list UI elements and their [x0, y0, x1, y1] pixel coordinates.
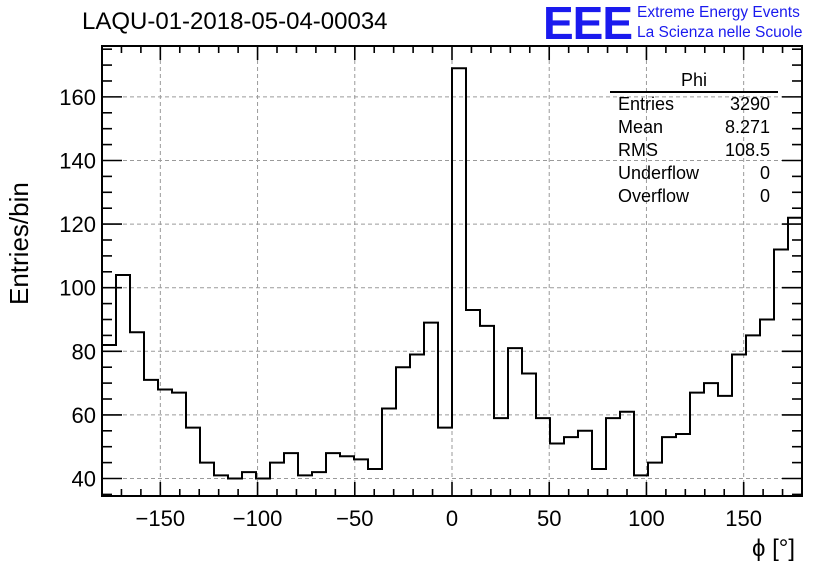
x-tick-label: 100: [628, 506, 665, 531]
plot-title: LAQU-01-2018-05-04-00034: [82, 8, 388, 35]
y-tick-label: 140: [59, 148, 96, 173]
stat-value: 8.271: [724, 117, 770, 137]
x-tick-label: 150: [725, 506, 762, 531]
y-tick-label: 160: [59, 85, 96, 110]
eee-logo: EEE: [543, 0, 633, 49]
stat-row-mean: Mean 8.271: [610, 116, 778, 139]
stat-label: Entries: [618, 94, 675, 114]
tick-labels: −150 −100 −50 0 50 100 150 40 60 80 100 120 140 160: [59, 85, 762, 531]
stat-label: Mean: [618, 117, 664, 137]
eee-tagline: Extreme Energy Events La Scienza nelle S…: [637, 3, 802, 43]
x-tick-label: 50: [537, 506, 561, 531]
stat-value: 0: [759, 163, 770, 183]
y-tick-label: 100: [59, 276, 96, 301]
x-tick-label: −150: [136, 506, 186, 531]
y-tick-label: 40: [72, 467, 96, 492]
stat-row-overflow: Overflow 0: [610, 185, 778, 208]
axis-ticks: [102, 46, 802, 496]
y-tick-label: 60: [72, 403, 96, 428]
stat-row-entries: Entries 3290: [610, 93, 778, 116]
stat-value: 108.5: [724, 140, 770, 160]
stat-row-rms: RMS 108.5: [610, 139, 778, 162]
y-tick-label: 120: [59, 212, 96, 237]
y-axis-label: Entries/bin: [4, 182, 34, 305]
histogram-outline: [102, 67, 802, 480]
tagline-line-2: La Scienza nelle Scuole: [637, 24, 803, 41]
x-tick-label: −50: [336, 506, 373, 531]
stat-value: 3290: [729, 94, 770, 114]
plot-frame: [101, 45, 803, 497]
stats-title: Phi: [610, 70, 778, 93]
stat-label: RMS: [618, 140, 658, 160]
x-tick-label: 0: [446, 506, 458, 531]
stat-label: Underflow: [618, 163, 700, 183]
stats-box: Phi Entries 3290 Mean 8.271 RMS 108.5 Un…: [610, 70, 778, 208]
stat-row-underflow: Underflow 0: [610, 162, 778, 185]
x-axis-label: ϕ [°]: [752, 535, 796, 562]
x-tick-label: −100: [233, 506, 283, 531]
tagline-line-1: Extreme Energy Events: [637, 4, 800, 21]
stat-label: Overflow: [618, 186, 690, 206]
y-tick-label: 80: [72, 339, 96, 364]
stat-value: 0: [759, 186, 770, 206]
